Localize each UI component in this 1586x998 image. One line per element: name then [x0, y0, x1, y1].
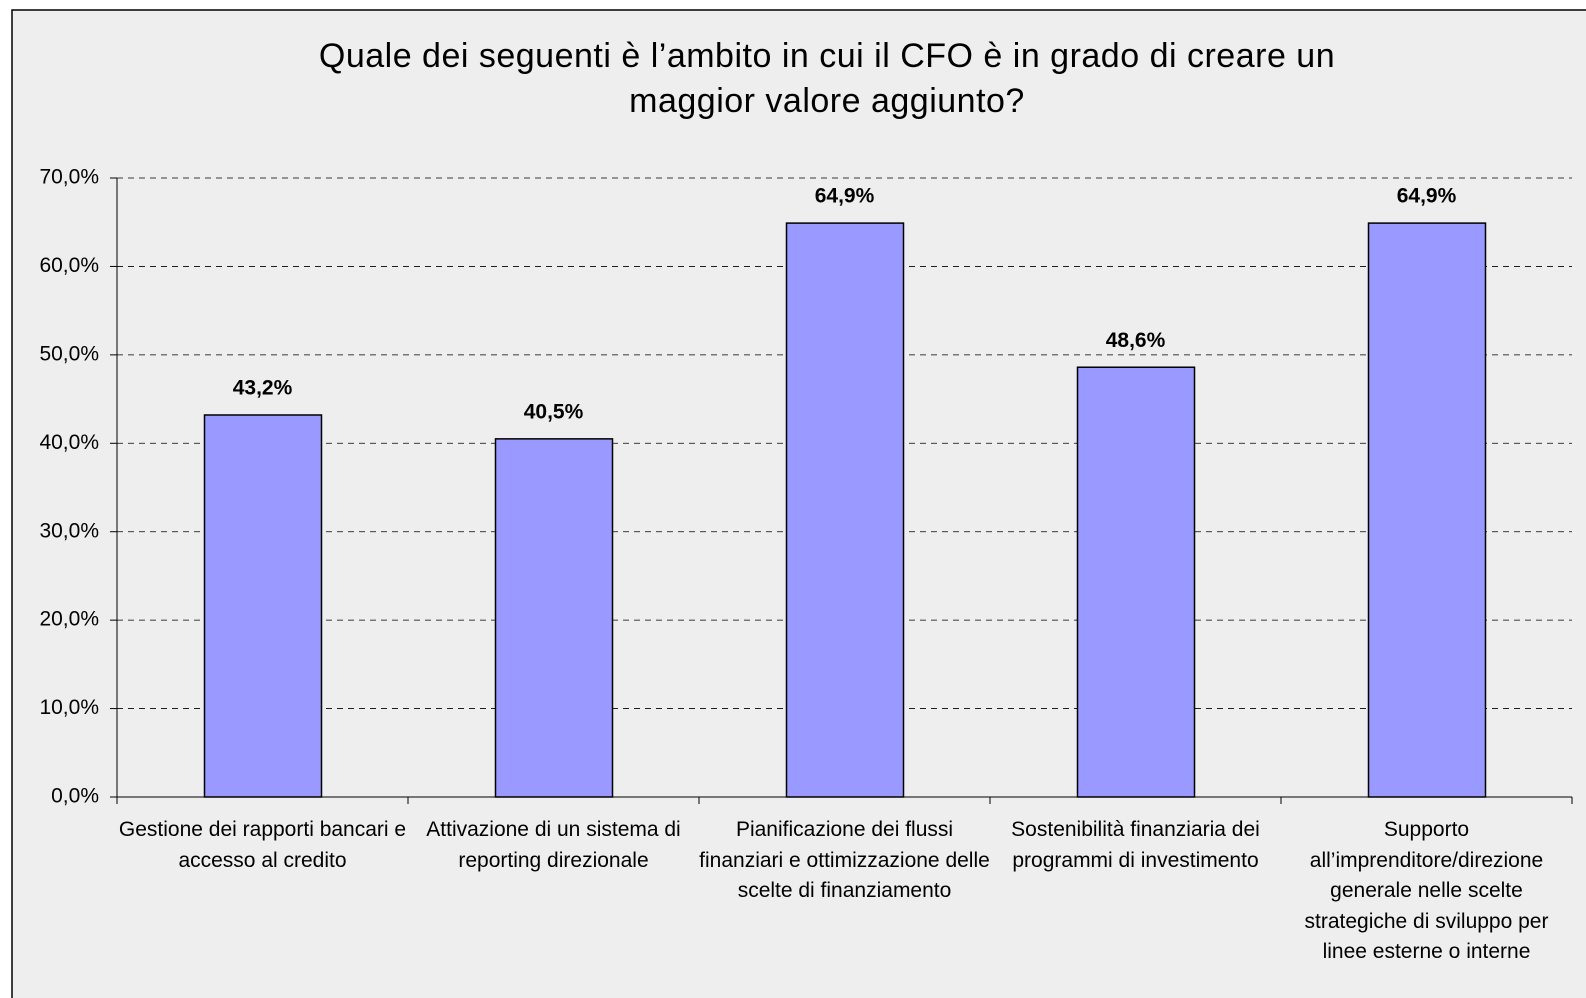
chart-title: Quale dei seguenti è l’ambito in cui il …	[318, 37, 1336, 120]
y-tick-label: 0,0%	[51, 785, 99, 808]
x-tick-label: Sostenibilità finanziaria dei programmi …	[1011, 818, 1260, 872]
data-label: 43,2%	[233, 377, 293, 400]
bar	[1076, 366, 1196, 798]
bar	[203, 414, 323, 798]
x-tick-label: Attivazione di un sistema di reporting d…	[426, 818, 681, 872]
data-label: 64,9%	[1397, 185, 1457, 208]
y-tick-label: 20,0%	[39, 608, 99, 631]
y-tick-label: 40,0%	[39, 431, 99, 454]
y-tick-label: 10,0%	[39, 696, 99, 719]
y-tick-label: 50,0%	[39, 342, 99, 365]
y-tick-label: 70,0%	[39, 166, 99, 189]
y-tick-label: 60,0%	[39, 254, 99, 277]
data-label: 48,6%	[1106, 329, 1166, 352]
bar	[1367, 222, 1487, 798]
x-tick-label: Supporto all’imprenditore/direzione gene…	[1304, 818, 1549, 963]
x-tick-label: Gestione dei rapporti bancari e accesso …	[118, 818, 407, 872]
data-label: 64,9%	[815, 185, 875, 208]
data-label: 40,5%	[524, 400, 584, 423]
bar	[494, 438, 614, 798]
x-tick-label: Pianificazione dei flussi finanziari e o…	[699, 818, 990, 902]
y-tick-label: 30,0%	[39, 519, 99, 542]
bar	[785, 222, 905, 798]
